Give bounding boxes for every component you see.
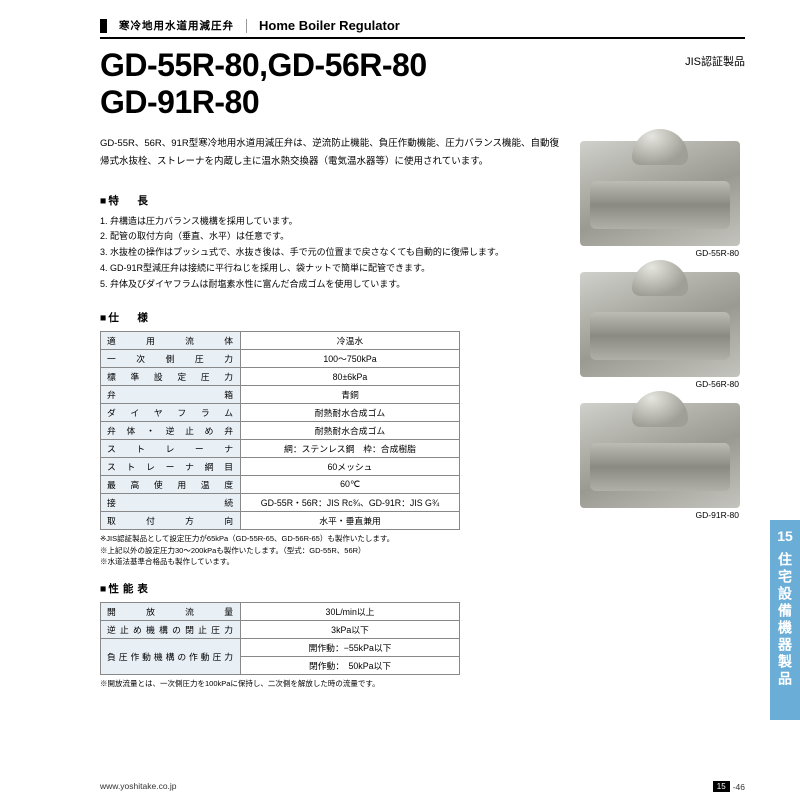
spec-table: 適用流体冷温水 一次側圧力100～750kPa 標準設定圧力80±6kPa 弁箱… [100,331,460,530]
spec-value: 耐熱耐水合成ゴム [241,404,460,422]
table-row: ストレーナ網目60メッシュ [101,458,460,476]
feature-item: 1. 弁構造は圧力バランス機構を採用しています。 [100,214,566,230]
footer-page: 15 -46 [713,781,745,792]
perf-table: 開放流量30L/min以上 逆止め機構の閉止圧力3kPa以下 負圧作動機構の作動… [100,602,460,675]
footnote-line: ※上記以外の設定圧力30～200kPaも製作いたします。（型式：GD-55R、5… [100,545,566,556]
table-row: 負圧作動機構の作動圧力 開作動：−55kPa以下 閉作動： 50kPa以下 [101,639,460,675]
section-side-tab: 15 住宅設備機器製品 [770,520,800,720]
product-description: GD-55R、56R、91R型寒冷地用水道用減圧弁は、逆流防止機能、負圧作動機能… [100,135,566,171]
footnote-line: ※水道法基準合格品も製作しています。 [100,556,566,567]
category-jp: 寒冷地用水道用減圧弁 [119,18,234,33]
table-row: 逆止め機構の閉止圧力3kPa以下 [101,621,460,639]
title-line1: GD-55R-80,GD-56R-80 [100,47,427,84]
section-number: 15 [777,528,793,544]
spec-label: ダイヤフラム [101,404,241,422]
features-list: 1. 弁構造は圧力バランス機構を採用しています。 2. 配管の取付方向（垂直、水… [100,214,566,293]
category-en: Home Boiler Regulator [259,18,400,33]
table-row: 開放流量30L/min以上 [101,603,460,621]
image-caption: GD-55R-80 [580,248,745,258]
spec-value: 青銅 [241,386,460,404]
perf-value: 開作動：−55kPa以下 [241,639,459,657]
spec-label: 適用流体 [101,332,241,350]
table-row: 取付方向水平・垂直兼用 [101,512,460,530]
spec-label: 取付方向 [101,512,241,530]
product-images-column: GD-55R-80 GD-56R-80 GD-91R-80 [580,135,745,690]
category-header: 寒冷地用水道用減圧弁 Home Boiler Regulator [100,18,745,39]
spec-label: 弁体・逆止め弁 [101,422,241,440]
image-caption: GD-91R-80 [580,510,745,520]
perf-label: 負圧作動機構の作動圧力 [101,639,241,675]
features-heading: 特 長 [100,193,566,208]
section-name: 住宅設備機器製品 [775,552,795,688]
table-row: 一次側圧力100～750kPa [101,350,460,368]
spec-value: 60℃ [241,476,460,494]
perf-value: 閉作動： 50kPa以下 [241,657,459,674]
table-row: 接続GD-55R・56R：JIS Rc¾、GD-91R：JIS G¾ [101,494,460,512]
spec-value: GD-55R・56R：JIS Rc¾、GD-91R：JIS G¾ [241,494,460,512]
footer-page-num: -46 [733,782,745,792]
feature-item: 4. GD-91R型減圧弁は接続に平行ねじを採用し、袋ナットで簡単に配管できます… [100,261,566,277]
feature-item: 5. 弁体及びダイヤフラムは耐塩素水性に富んだ合成ゴムを使用しています。 [100,277,566,293]
spec-value: 水平・垂直兼用 [241,512,460,530]
spec-footnotes: ※JIS認証製品として設定圧力が65kPa（GD-55R-65、GD-56R-6… [100,533,566,567]
title-line2: GD-91R-80 [100,84,427,121]
spec-value: 耐熱耐水合成ゴム [241,422,460,440]
image-caption: GD-56R-80 [580,379,745,389]
spec-label: 一次側圧力 [101,350,241,368]
page-footer: www.yoshitake.co.jp 15 -46 [100,781,745,792]
footer-url: www.yoshitake.co.jp [100,781,177,792]
spec-value: 100～750kPa [241,350,460,368]
spec-value: 80±6kPa [241,368,460,386]
perf-label: 逆止め機構の閉止圧力 [101,621,241,639]
spec-value: 60メッシュ [241,458,460,476]
spec-label: 弁箱 [101,386,241,404]
spec-heading: 仕 様 [100,310,566,325]
perf-label: 開放流量 [101,603,241,621]
spec-label: 接続 [101,494,241,512]
table-row: 適用流体冷温水 [101,332,460,350]
spec-label: 最高使用温度 [101,476,241,494]
spec-label: ストレーナ [101,440,241,458]
product-image [580,403,740,508]
table-row: 標準設定圧力80±6kPa [101,368,460,386]
feature-item: 3. 水抜栓の操作はプッシュ式で、水抜き後は、手で元の位置まで戻さなくても自動的… [100,245,566,261]
table-row: 最高使用温度60℃ [101,476,460,494]
product-image [580,272,740,377]
spec-label: ストレーナ網目 [101,458,241,476]
perf-value: 30L/min以上 [241,603,460,621]
header-accent-bar [100,19,107,33]
product-image [580,141,740,246]
perf-footnote: ※開放流量とは、一次側圧力を100kPaに保持し、二次側を解放した時の流量です。 [100,678,566,689]
jis-badge: JIS認証製品 [685,47,745,69]
feature-item: 2. 配管の取付方向（垂直、水平）は任意です。 [100,229,566,245]
footnote-line: ※JIS認証製品として設定圧力が65kPa（GD-55R-65、GD-56R-6… [100,533,566,544]
spec-label: 標準設定圧力 [101,368,241,386]
header-divider [246,19,247,33]
spec-value: 網：ステンレス鋼 枠：合成樹脂 [241,440,460,458]
perf-heading: 性能表 [100,581,566,596]
perf-value-split: 開作動：−55kPa以下 閉作動： 50kPa以下 [241,639,460,675]
footer-section-num: 15 [713,781,730,792]
table-row: 弁体・逆止め弁耐熱耐水合成ゴム [101,422,460,440]
table-row: ダイヤフラム耐熱耐水合成ゴム [101,404,460,422]
table-row: ストレーナ網：ステンレス鋼 枠：合成樹脂 [101,440,460,458]
perf-value: 3kPa以下 [241,621,460,639]
product-title: GD-55R-80,GD-56R-80 GD-91R-80 [100,47,427,121]
table-row: 弁箱青銅 [101,386,460,404]
spec-value: 冷温水 [241,332,460,350]
